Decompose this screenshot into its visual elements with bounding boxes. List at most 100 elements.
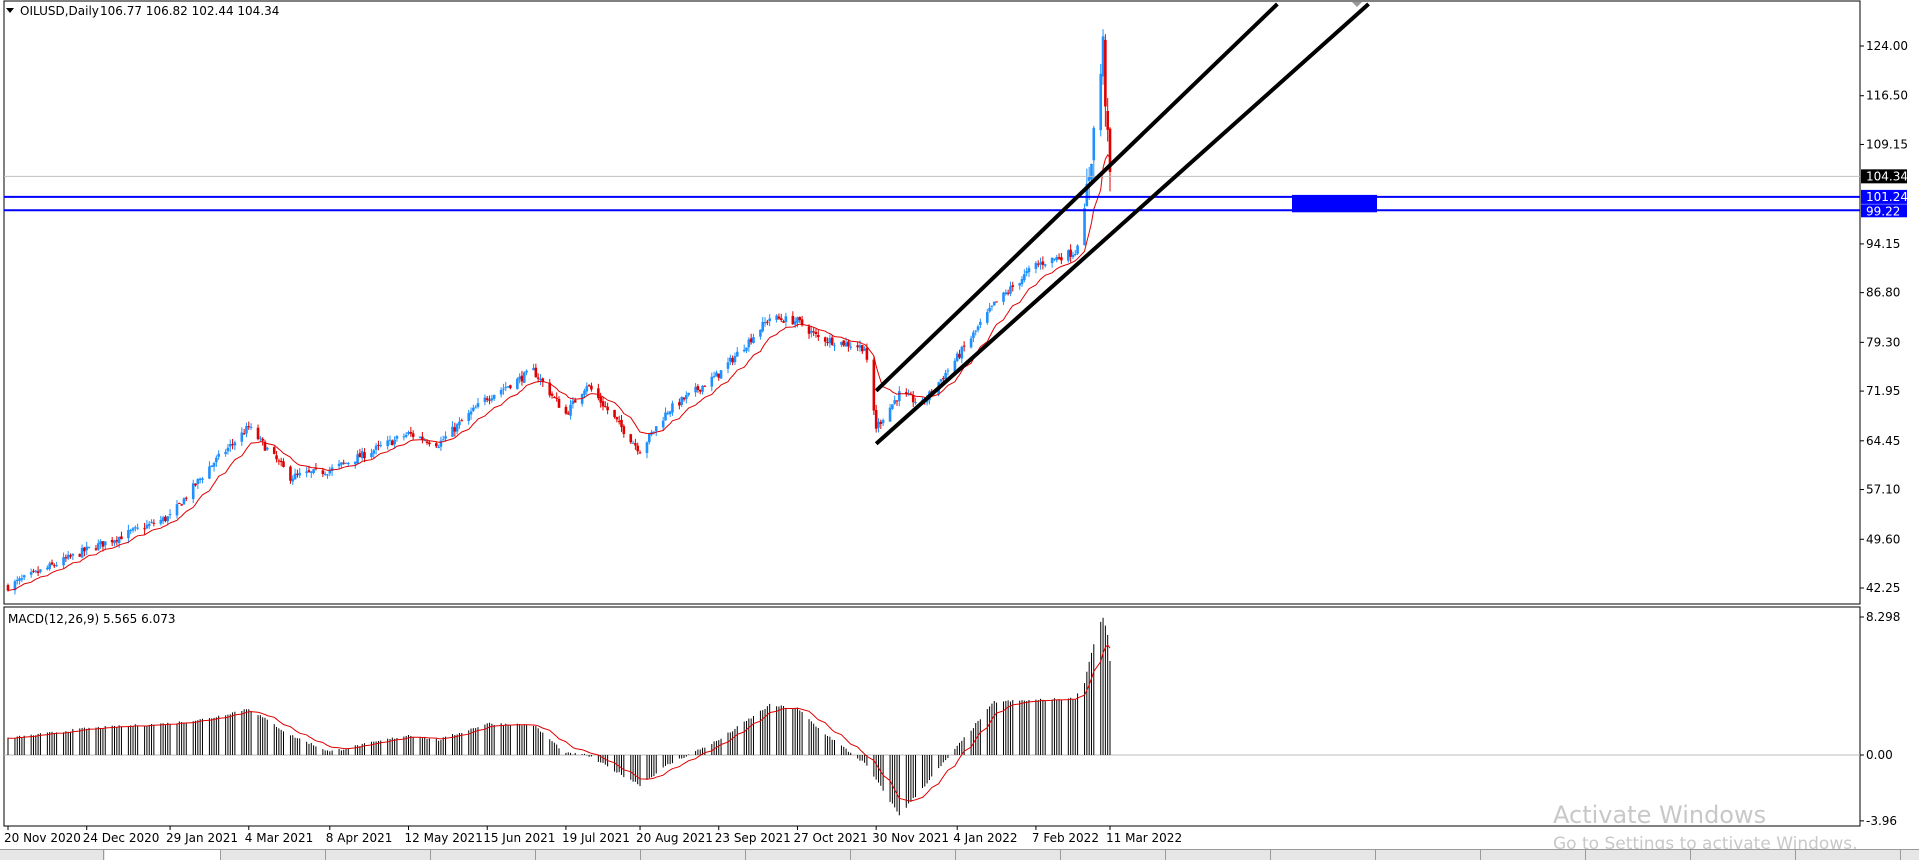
- candle: [791, 311, 795, 325]
- candle-body: [590, 385, 593, 390]
- candle-body: [898, 391, 901, 401]
- chart-tab[interactable]: [957, 850, 1061, 860]
- chart-tab[interactable]: [1587, 850, 1691, 860]
- candle: [83, 546, 86, 557]
- last-price-box: [1861, 169, 1907, 184]
- candle: [1104, 34, 1107, 127]
- candle: [995, 301, 998, 303]
- candle-body: [418, 437, 422, 439]
- candle-body: [194, 483, 197, 486]
- candle-body: [962, 345, 966, 347]
- candle: [474, 404, 477, 409]
- candle-body: [182, 498, 186, 505]
- candle-body: [344, 462, 348, 464]
- candle-body: [761, 321, 765, 332]
- candle-body: [127, 530, 130, 539]
- candle-body: [833, 345, 836, 347]
- candle: [407, 430, 410, 436]
- candle-body: [872, 359, 876, 411]
- candle-body: [1073, 253, 1077, 255]
- candle: [525, 369, 528, 376]
- candle-body: [1071, 254, 1075, 258]
- candle: [80, 544, 84, 559]
- candle-body: [103, 541, 107, 546]
- chart-tab[interactable]: [0, 850, 104, 860]
- chart-tab[interactable]: [537, 850, 641, 860]
- candle-body: [166, 516, 170, 522]
- candle: [372, 448, 376, 459]
- candle-body: [62, 557, 65, 566]
- shift-marker-icon[interactable]: [1352, 2, 1362, 7]
- chart-tab[interactable]: [105, 850, 221, 860]
- candle-body: [101, 541, 105, 547]
- candle-body: [261, 438, 264, 441]
- chart-tab[interactable]: [1272, 850, 1376, 860]
- candle-body: [363, 452, 366, 459]
- candle-body: [80, 547, 84, 558]
- candle-body: [402, 436, 406, 438]
- chart-tab[interactable]: [327, 850, 431, 860]
- candle: [182, 497, 186, 505]
- candle: [404, 432, 408, 438]
- candle-body: [895, 400, 899, 402]
- candle: [289, 465, 292, 484]
- candle-body: [1108, 128, 1112, 172]
- candle-body: [263, 441, 267, 451]
- candle: [342, 459, 345, 465]
- candle: [620, 414, 623, 432]
- price-panel[interactable]: [3, 0, 1861, 605]
- candle-body: [6, 585, 10, 591]
- chart-tab[interactable]: [1482, 850, 1586, 860]
- candle-body: [518, 376, 521, 380]
- chart-tab[interactable]: [1062, 850, 1166, 860]
- candle: [539, 374, 542, 386]
- candle: [1067, 249, 1070, 263]
- candle-body: [749, 338, 753, 343]
- candle: [745, 347, 748, 354]
- time-tick-label: 20 Aug 2021: [636, 831, 713, 845]
- chart-tab[interactable]: [852, 850, 956, 860]
- candle-body: [830, 337, 834, 345]
- candle: [490, 394, 494, 403]
- price-tick-label: 79.30: [1866, 335, 1900, 349]
- chart-tab[interactable]: [222, 850, 326, 860]
- candle: [634, 438, 637, 450]
- chart-tab[interactable]: [1167, 850, 1271, 860]
- candle: [1073, 249, 1077, 257]
- candle: [377, 440, 380, 451]
- candle-body: [798, 317, 802, 321]
- candle: [747, 337, 751, 352]
- candle-body: [606, 406, 609, 411]
- candle: [664, 407, 667, 421]
- chart-tab[interactable]: [1692, 850, 1796, 860]
- chart-tab[interactable]: [747, 850, 851, 860]
- macd-panel[interactable]: [3, 606, 1861, 827]
- candle: [103, 541, 107, 551]
- candle-body: [217, 453, 220, 457]
- candle: [874, 404, 878, 433]
- candle-body: [731, 358, 734, 363]
- candle: [143, 522, 146, 535]
- candle-body: [228, 444, 232, 447]
- candle: [564, 404, 568, 415]
- candle: [946, 368, 950, 376]
- candle-body: [293, 473, 297, 480]
- candle-body: [685, 394, 688, 400]
- chart-tab[interactable]: [1797, 850, 1901, 860]
- channel-upper-line[interactable]: [874, 2, 1279, 393]
- chart-tab[interactable]: [642, 850, 746, 860]
- chart-tab[interactable]: [1377, 850, 1481, 860]
- candle-body: [150, 521, 153, 523]
- candle: [20, 574, 24, 583]
- candle-body: [525, 370, 528, 373]
- candle: [240, 427, 244, 446]
- collapse-triangle-icon[interactable]: [6, 8, 14, 13]
- candle-body: [881, 420, 885, 424]
- chart-tab[interactable]: [432, 850, 536, 860]
- candle: [391, 439, 394, 446]
- candle-body: [395, 436, 399, 439]
- candle: [976, 324, 980, 333]
- channel-lower-line[interactable]: [874, 2, 1370, 446]
- macd-tick-label: 0.00: [1866, 748, 1893, 762]
- candle: [66, 550, 70, 561]
